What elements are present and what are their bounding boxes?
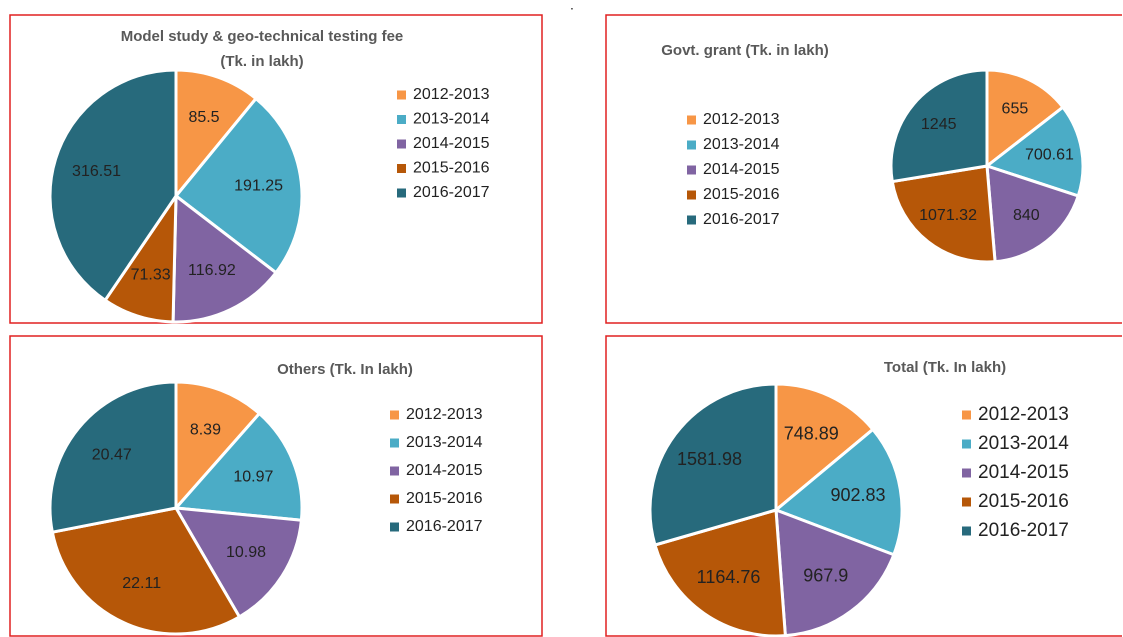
legend-label: 2013-2014 (413, 111, 490, 128)
pie-slice (653, 508, 787, 637)
legend-swatch (962, 497, 971, 507)
slice-label: 1581.98 (677, 449, 742, 469)
pie-slice (173, 96, 304, 275)
legend-label: 2014-2015 (406, 462, 483, 479)
legend-label: 2013-2014 (978, 433, 1069, 454)
pie-slice (890, 164, 997, 264)
legend-label: 2016-2017 (703, 211, 780, 228)
legend-swatch (687, 215, 696, 225)
slice-label: 840 (1013, 207, 1040, 224)
legend-swatch (390, 466, 399, 476)
chart-title: (Tk. in lakh) (220, 53, 303, 70)
slice-label: 1071.32 (919, 207, 977, 224)
legend-swatch (397, 164, 406, 173)
slice-label: 71.33 (131, 266, 171, 283)
chart-title: Total (Tk. In lakh) (884, 359, 1006, 376)
legend-label: 2013-2014 (703, 136, 780, 153)
panel-border (9, 335, 543, 637)
pie-slice (774, 382, 875, 514)
panel-border (605, 335, 1122, 637)
legend-label: 2012-2013 (703, 111, 780, 128)
pie-slice (648, 382, 778, 547)
legend-label: 2015-2016 (978, 491, 1069, 512)
slice-label: 655 (1002, 100, 1029, 117)
slice-label: 1245 (921, 116, 957, 133)
legend-label: 2016-2017 (413, 184, 490, 201)
panel-border (9, 14, 543, 324)
legend-swatch (687, 190, 696, 200)
pie-slice (48, 68, 178, 303)
slice-label: 1164.76 (697, 567, 761, 587)
legend-swatch (687, 165, 696, 175)
slice-label: 10.98 (226, 544, 266, 561)
legend-swatch (397, 139, 406, 149)
legend-swatch (962, 526, 971, 536)
pie-slice (50, 506, 242, 636)
legend-label: 2012-2013 (413, 86, 490, 103)
panel-border (605, 14, 1122, 324)
slice-label: 10.97 (233, 469, 273, 486)
legend-label: 2015-2016 (406, 490, 483, 507)
legend-swatch (962, 410, 971, 420)
slice-label: 967.9 (803, 565, 848, 585)
pie-slice (172, 411, 304, 522)
slice-label: 316.51 (72, 163, 121, 180)
legend-label: 2014-2015 (978, 462, 1069, 483)
legend-swatch (390, 522, 399, 532)
legend-swatch (687, 140, 696, 150)
pie-slice (774, 507, 896, 637)
chart-title: Others (Tk. In lakh) (277, 361, 413, 378)
pie-slice (985, 68, 1066, 170)
slice-label: 8.39 (190, 421, 221, 438)
slice-label: 22.11 (122, 575, 161, 592)
slice-label: 85.5 (188, 109, 219, 126)
legend-swatch (390, 494, 399, 504)
legend-swatch (962, 468, 971, 478)
pie-slice (985, 163, 1081, 264)
legend-label: 2013-2014 (406, 434, 483, 451)
pie-slice (889, 68, 989, 184)
legend-swatch (390, 438, 399, 448)
legend-label: 2016-2017 (406, 518, 483, 535)
legend-swatch (397, 90, 406, 100)
legend-label: 2012-2013 (406, 406, 483, 423)
pie-slice (773, 427, 904, 557)
slice-label: 902.83 (830, 485, 885, 505)
pie-slice (174, 68, 259, 201)
slice-label: 20.47 (92, 446, 132, 463)
chart-title: Govt. grant (Tk. in lakh) (661, 42, 829, 59)
slice-label: 116.92 (188, 262, 236, 279)
pie-slice (173, 506, 304, 619)
slice-label: 191.25 (234, 178, 283, 195)
legend-label: 2015-2016 (703, 186, 780, 203)
pie-slice (48, 380, 178, 534)
legend-label: 2015-2016 (413, 160, 490, 177)
legend-label: 2014-2015 (703, 161, 780, 178)
slice-label: 748.89 (784, 423, 839, 443)
chart-title: Model study & geo-technical testing fee (121, 28, 404, 45)
legend-label: 2016-2017 (978, 520, 1069, 541)
pie-slice (174, 380, 262, 512)
legend-swatch (962, 439, 971, 449)
pie-slice (171, 193, 279, 324)
legend-swatch (397, 115, 406, 124)
legend-label: 2012-2013 (978, 404, 1069, 425)
stray-dot: . (570, 0, 574, 13)
slice-label: 700.61 (1025, 146, 1074, 163)
legend-swatch (390, 410, 399, 420)
legend-swatch (687, 115, 696, 125)
legend-swatch (397, 188, 406, 198)
legend-label: 2014-2015 (413, 135, 490, 152)
